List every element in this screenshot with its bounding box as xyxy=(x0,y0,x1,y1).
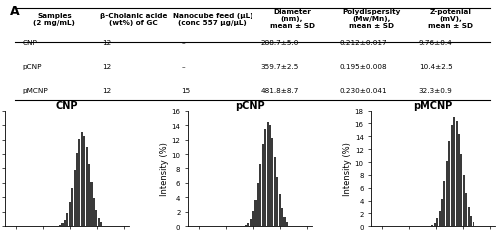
Bar xyxy=(83,136,86,226)
Text: A: A xyxy=(10,5,20,18)
Bar xyxy=(465,193,468,226)
Bar xyxy=(252,212,254,226)
Bar xyxy=(274,157,276,226)
Bar xyxy=(254,200,256,226)
Bar xyxy=(93,198,95,226)
Bar xyxy=(432,225,434,226)
Bar xyxy=(64,220,66,226)
Bar xyxy=(71,188,73,226)
Bar xyxy=(81,133,83,226)
Y-axis label: Intensity (%): Intensity (%) xyxy=(160,142,168,196)
Bar xyxy=(266,122,268,226)
Bar xyxy=(68,203,71,226)
Bar xyxy=(472,222,474,226)
Bar xyxy=(470,216,472,226)
Bar xyxy=(264,129,266,226)
Bar xyxy=(66,213,68,226)
Bar xyxy=(468,207,469,226)
Bar xyxy=(78,139,80,226)
Bar xyxy=(98,218,100,226)
Bar xyxy=(88,164,90,226)
Bar xyxy=(458,134,460,226)
Bar xyxy=(436,219,438,226)
Bar xyxy=(269,125,271,226)
Bar xyxy=(59,225,61,226)
Bar xyxy=(438,211,440,226)
Bar xyxy=(90,182,92,226)
Bar xyxy=(453,118,455,226)
Bar xyxy=(62,223,64,226)
Bar xyxy=(257,183,259,226)
Bar xyxy=(446,161,448,226)
Bar xyxy=(272,138,274,226)
Title: CNP: CNP xyxy=(56,100,78,110)
Bar xyxy=(286,222,288,226)
Bar xyxy=(74,170,76,226)
Bar xyxy=(262,144,264,226)
Bar xyxy=(444,182,446,226)
Bar xyxy=(276,177,278,226)
Bar xyxy=(76,153,78,226)
Bar xyxy=(260,164,262,226)
Bar xyxy=(456,121,458,226)
Title: pMCNP: pMCNP xyxy=(414,100,453,110)
Bar xyxy=(441,199,443,226)
Title: pCNP: pCNP xyxy=(235,100,265,110)
Y-axis label: Intensity (%): Intensity (%) xyxy=(343,142,352,196)
Bar xyxy=(247,223,249,226)
Bar xyxy=(284,217,286,226)
Bar xyxy=(278,195,280,226)
Bar xyxy=(450,125,453,226)
Bar xyxy=(281,208,283,226)
Bar xyxy=(434,223,436,226)
Bar xyxy=(250,219,252,226)
Bar xyxy=(463,175,465,226)
Bar xyxy=(100,222,102,226)
Bar xyxy=(86,147,87,226)
Bar xyxy=(96,210,98,226)
Bar xyxy=(448,141,450,226)
Bar xyxy=(460,154,462,226)
Bar xyxy=(244,225,247,226)
